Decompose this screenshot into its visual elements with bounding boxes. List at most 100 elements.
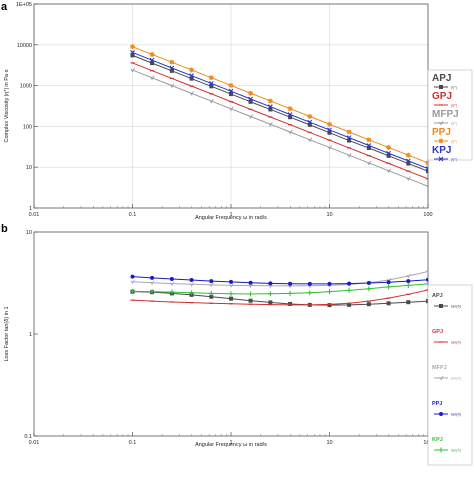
data-point-ppj xyxy=(366,137,372,143)
legend-sub-label: tan(δ) xyxy=(451,341,462,345)
data-point-mfpj xyxy=(406,176,411,181)
legend-label-ppj: PPJ xyxy=(432,127,451,138)
data-point-mfpj xyxy=(150,280,155,286)
data-point-ppj xyxy=(130,44,135,50)
x-tick-label: 0.1 xyxy=(129,440,137,446)
data-point-apj xyxy=(130,53,135,58)
x-tick-label: 0.1 xyxy=(129,212,137,218)
data-point-ppj xyxy=(169,277,174,282)
data-point-kpj xyxy=(169,289,175,295)
legend-box xyxy=(427,69,473,161)
data-point-kpj xyxy=(169,65,175,71)
data-point-mfpj xyxy=(169,281,175,286)
data-point-mfpj xyxy=(248,114,253,119)
data-point-ppj xyxy=(406,279,411,284)
panel-label-b: b xyxy=(1,223,8,235)
series-ppj xyxy=(130,44,428,166)
data-point-apj xyxy=(406,161,411,166)
data-point-ppj xyxy=(307,113,313,119)
x-tick-label: 1 xyxy=(229,440,232,446)
data-point-apj xyxy=(426,299,428,304)
legend-marker-apj xyxy=(439,304,443,308)
y-tick-label: 1 xyxy=(29,206,32,212)
legend-sub-label: tan(δ) xyxy=(451,305,462,309)
data-point-ppj xyxy=(150,275,155,280)
legend-sub-label: |η*| xyxy=(451,104,457,108)
data-point-apj xyxy=(386,301,391,306)
data-point-ppj xyxy=(209,279,214,284)
legend-label-gpj: GPJ xyxy=(432,329,443,335)
data-point-ppj xyxy=(189,67,195,73)
data-point-ppj xyxy=(288,281,293,286)
y-tick-label: 10000 xyxy=(17,43,32,49)
y-tick-label: 1E+05 xyxy=(16,2,32,8)
data-point-kpj xyxy=(425,281,428,287)
data-point-apj xyxy=(406,300,411,305)
series-line-kpj xyxy=(132,283,428,295)
data-point-apj xyxy=(347,302,352,307)
series-apj xyxy=(130,53,428,174)
data-point-mfpj xyxy=(406,273,411,279)
data-point-kpj xyxy=(405,282,411,288)
data-point-ppj xyxy=(268,281,273,286)
data-point-apj xyxy=(307,122,312,127)
x-tick-label: 0.01 xyxy=(29,212,40,218)
data-point-ppj xyxy=(229,279,233,284)
data-point-apj xyxy=(386,153,391,158)
data-point-ppj xyxy=(346,129,352,135)
data-point-apj xyxy=(327,130,332,135)
series-line-apj xyxy=(132,291,428,306)
legend-sub-label: |η*| xyxy=(451,140,457,144)
data-point-kpj xyxy=(189,73,194,79)
legend-label-kpj: KPJ xyxy=(432,145,451,156)
data-point-apj xyxy=(189,76,194,81)
series-gpj xyxy=(130,289,428,306)
data-point-apj xyxy=(268,300,273,305)
legend-marker-kpj xyxy=(438,447,444,453)
series-gpj xyxy=(130,62,428,180)
data-point-mfpj xyxy=(169,83,175,88)
data-point-ppj xyxy=(228,82,234,88)
data-point-ppj xyxy=(386,280,391,285)
data-point-mfpj xyxy=(189,282,194,287)
data-point-mfpj xyxy=(386,168,391,174)
x-tick-label: 1 xyxy=(229,212,232,218)
data-point-kpj xyxy=(208,290,214,296)
data-point-mfpj xyxy=(307,137,313,143)
data-point-ppj xyxy=(267,98,273,104)
legend-marker-kpj xyxy=(438,156,444,162)
data-point-ppj xyxy=(426,277,428,282)
data-point-apj xyxy=(169,68,174,73)
legend-marker-ppj xyxy=(438,138,444,144)
data-point-apj xyxy=(229,296,233,301)
data-point-kpj xyxy=(346,287,352,293)
x-axis-label: Angular Frequency ω in rad/s xyxy=(195,215,267,221)
data-point-kpj xyxy=(267,104,273,110)
data-point-kpj xyxy=(287,290,293,296)
data-point-apj xyxy=(347,138,352,143)
data-point-mfpj xyxy=(268,283,273,289)
data-point-kpj xyxy=(425,166,428,172)
data-point-mfpj xyxy=(229,283,234,288)
legend-label-ppj: PPJ xyxy=(432,401,442,407)
data-point-ppj xyxy=(327,121,332,127)
data-point-apj xyxy=(288,301,293,306)
data-point-ppj xyxy=(366,281,371,286)
series-kpj xyxy=(130,50,428,172)
legend-label-apj: APJ xyxy=(432,73,451,84)
data-point-kpj xyxy=(228,291,234,297)
data-point-kpj xyxy=(405,158,411,164)
legend-marker-apj xyxy=(439,85,443,89)
data-point-ppj xyxy=(169,59,175,65)
data-point-kpj xyxy=(346,135,352,141)
data-point-mfpj xyxy=(189,91,194,96)
legend-label-gpj: GPJ xyxy=(432,91,452,102)
data-point-apj xyxy=(268,107,273,112)
data-point-apj xyxy=(150,61,155,66)
data-point-kpj xyxy=(366,286,372,292)
series-line-kpj xyxy=(132,51,428,170)
legend-sub-label: |η*| xyxy=(451,122,457,126)
data-point-kpj xyxy=(307,290,313,296)
